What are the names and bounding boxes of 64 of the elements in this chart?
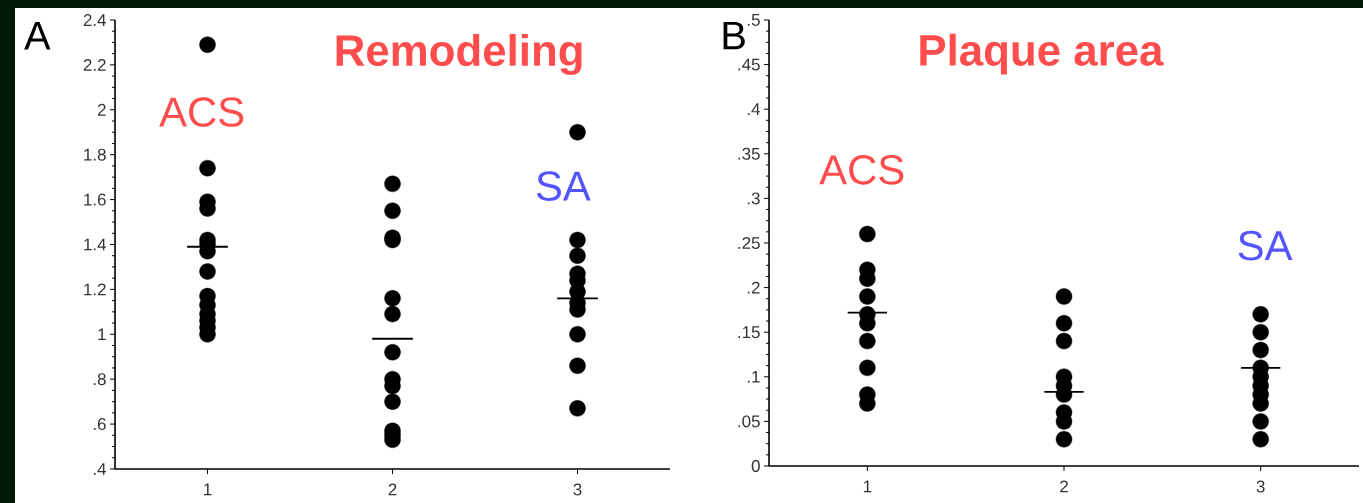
- point: [569, 326, 586, 343]
- point: [569, 247, 586, 264]
- chart-title: Remodeling: [336, 33, 582, 75]
- y-tick-label: 1: [98, 328, 106, 341]
- point: [1055, 288, 1073, 305]
- y-tick-label: .25: [738, 236, 760, 249]
- y-tick-label: .4: [93, 463, 106, 475]
- y-tick-label: 1.2: [84, 283, 106, 296]
- point: [859, 225, 876, 243]
- y-tick-label: .1: [747, 370, 760, 383]
- point: [1055, 332, 1073, 350]
- x-tick-label: 3: [1256, 480, 1265, 493]
- point: [1252, 341, 1269, 359]
- y-tick-label: .6: [93, 418, 106, 431]
- y-tick-label: 1.4: [84, 238, 106, 251]
- x-tick-label: 3: [573, 483, 582, 496]
- point: [859, 332, 876, 350]
- y-tick-label: .4: [747, 103, 760, 116]
- y-tick-label: 0: [751, 459, 760, 472]
- y-tick-label: .35: [738, 147, 760, 160]
- point: [384, 305, 401, 323]
- y-tick-label: 2.4: [83, 14, 106, 26]
- point: [1252, 306, 1269, 323]
- y-tick-label: .3: [747, 192, 760, 205]
- y-tick-label: 2: [97, 103, 106, 116]
- y-tick-label: 1.6: [84, 193, 106, 206]
- point: [384, 344, 401, 361]
- point: [569, 231, 586, 249]
- point: [199, 263, 216, 280]
- y-tick-label: 1.8: [84, 148, 106, 161]
- y-tick-label: .05: [738, 415, 760, 428]
- point: [1252, 413, 1269, 430]
- point: [199, 159, 216, 177]
- y-tick-label: 2.2: [83, 58, 106, 71]
- point: [384, 393, 401, 410]
- text: A: [24, 22, 51, 50]
- point: [1252, 323, 1269, 341]
- point: [384, 202, 401, 220]
- point: [384, 175, 401, 193]
- text: B: [723, 21, 745, 50]
- x-tick-label: 2: [1060, 480, 1068, 493]
- point: [569, 357, 586, 374]
- x-tick-label: 1: [863, 480, 872, 493]
- point: [569, 124, 586, 141]
- point: [1055, 431, 1073, 448]
- y-tick-label: .8: [93, 373, 106, 386]
- point: [1055, 315, 1073, 332]
- y-tick-label: .45: [738, 58, 760, 71]
- y-tick-label: .15: [738, 326, 760, 339]
- point: [859, 359, 876, 377]
- x-tick-label: 1: [204, 483, 212, 496]
- point: [859, 288, 876, 305]
- y-tick-label: .5: [747, 14, 760, 26]
- point: [1252, 431, 1269, 448]
- annotation: ACS: [159, 97, 244, 127]
- point: [384, 290, 401, 307]
- y-tick-label: .2: [747, 281, 760, 294]
- point: [569, 400, 586, 417]
- chart-title: Plaque area: [920, 33, 1164, 75]
- annotation: SA: [1238, 230, 1293, 261]
- x-tick-label: 2: [388, 483, 397, 496]
- annotation: SA: [536, 171, 591, 201]
- annotation: ACS: [819, 155, 904, 185]
- point: [199, 36, 216, 53]
